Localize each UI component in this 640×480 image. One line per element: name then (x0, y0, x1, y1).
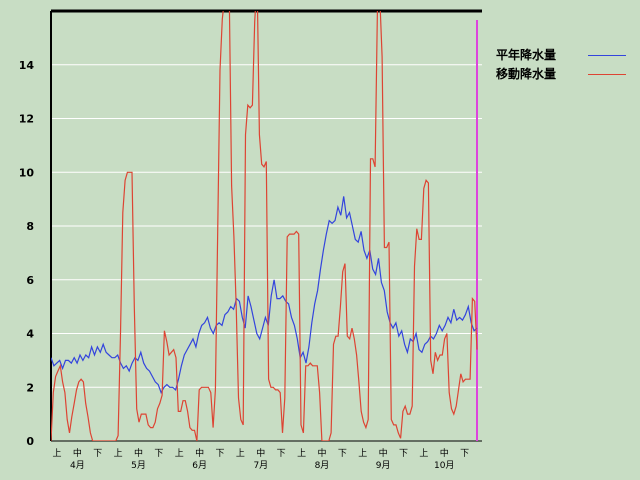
y-tick-label: 10 (19, 166, 35, 179)
x-tick-label: 下 (399, 449, 408, 459)
x-tick-label: 上 (297, 448, 306, 459)
x-tick-label: 上 (358, 448, 367, 459)
x-month-label: 7月 (253, 460, 268, 471)
series-line-moving (51, 11, 478, 441)
x-tick-label: 中 (73, 447, 82, 459)
x-month-label: 5月 (131, 460, 146, 471)
y-tick-label: 12 (19, 113, 34, 126)
x-tick-label: 上 (175, 448, 184, 459)
x-month-label: 9月 (376, 460, 391, 471)
x-tick-label: 下 (154, 449, 163, 459)
x-tick-label: 下 (93, 449, 102, 459)
x-tick-label: 上 (52, 448, 61, 459)
x-tick-label: 下 (460, 449, 469, 459)
legend-label-moving: 移動降水量 (496, 67, 557, 81)
y-tick-label: 8 (26, 220, 34, 233)
x-month-label: 10月 (434, 460, 454, 471)
y-tick-label: 2 (26, 381, 34, 394)
x-tick-label: 中 (440, 447, 449, 459)
x-tick-label: 下 (277, 449, 286, 459)
legend: 平年降水量 移動降水量 (496, 46, 636, 84)
legend-swatch-normal (588, 55, 626, 56)
x-month-label: 4月 (70, 460, 85, 471)
x-tick-label: 中 (379, 447, 388, 459)
legend-item-moving: 移動降水量 (496, 65, 636, 84)
x-tick-label: 下 (216, 449, 225, 459)
x-tick-label: 上 (236, 448, 245, 459)
x-tick-label: 中 (195, 447, 204, 459)
series-line-normal (51, 196, 478, 395)
legend-swatch-moving (588, 74, 626, 75)
x-month-label: 6月 (192, 460, 207, 471)
y-tick-label: 4 (26, 328, 34, 341)
y-tick-label: 14 (19, 59, 35, 72)
legend-item-normal: 平年降水量 (496, 46, 636, 65)
x-tick-label: 中 (256, 447, 265, 459)
x-tick-label: 上 (114, 448, 123, 459)
x-tick-label: 上 (419, 448, 428, 459)
x-month-label: 8月 (315, 460, 330, 471)
legend-label-normal: 平年降水量 (496, 48, 557, 62)
x-tick-label: 中 (317, 447, 326, 459)
y-tick-label: 0 (26, 435, 34, 448)
x-tick-label: 中 (134, 447, 143, 459)
x-tick-label: 下 (338, 449, 347, 459)
y-tick-label: 6 (26, 274, 34, 287)
